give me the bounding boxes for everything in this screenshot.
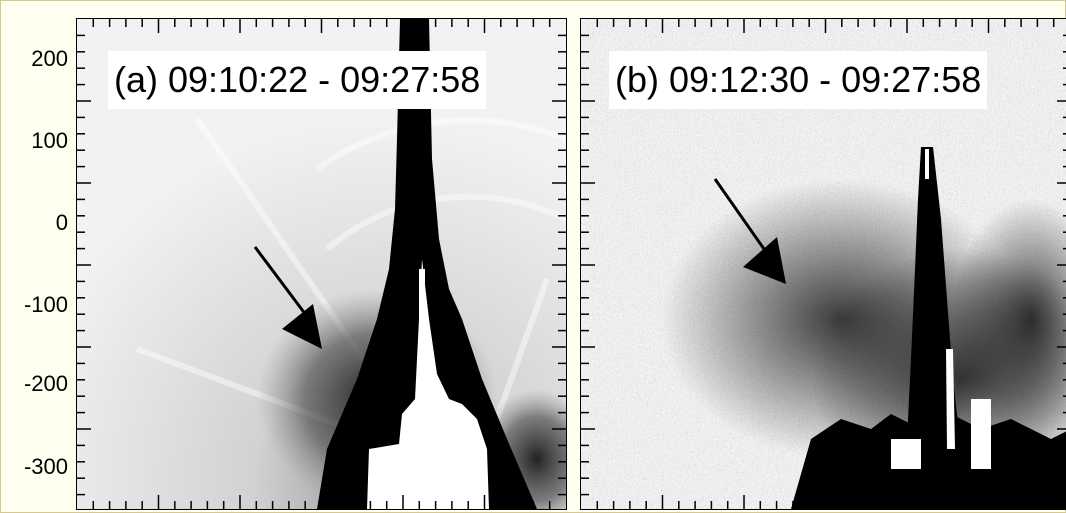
arrow-head-a: [282, 304, 322, 349]
y-tick-label-200: 200: [31, 46, 68, 71]
panel-a-ticks: [77, 19, 566, 509]
panel-a-label: (a) 09:10:22 - 09:27:58: [108, 51, 487, 109]
y-tick-label-0: 0: [55, 210, 68, 235]
y-tick-label-m200: -200: [23, 371, 68, 396]
panel-b-label: (b) 09:12:30 - 09:27:58: [609, 51, 988, 109]
y-tick-label-m300: -300: [23, 454, 68, 479]
arrow-head-b: [743, 237, 786, 284]
panel-b: (b) 09:12:30 - 09:27:58: [580, 18, 1066, 510]
panel-a: (a) 09:10:22 - 09:27:58: [76, 18, 567, 510]
y-tick-label-100: 100: [31, 128, 68, 153]
y-tick-label-m100: -100: [23, 292, 68, 317]
panel-b-ticks: [581, 19, 1066, 509]
panel-b-image: [581, 19, 1066, 509]
